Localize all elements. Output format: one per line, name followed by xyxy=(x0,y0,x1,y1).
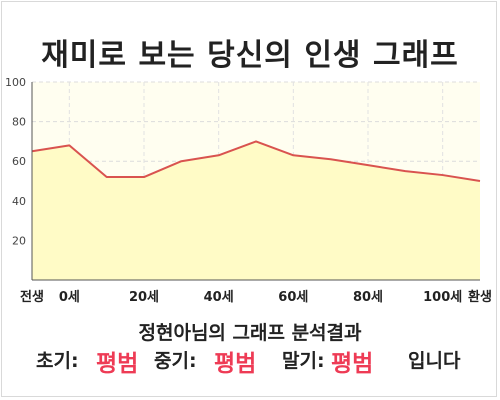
page-title: 재미로 보는 당신의 인생 그래프 xyxy=(41,38,459,73)
x-tick-label: 100세 xyxy=(423,290,462,305)
x-tick-label: 80세 xyxy=(353,290,383,305)
x-tick-label: 0세 xyxy=(59,290,80,305)
x-tick-label: 20세 xyxy=(129,290,159,305)
analysis-result: 초기: 평범 중기: 평범 말기: 평범 입니다 xyxy=(0,346,500,380)
x-tick-label: 60세 xyxy=(278,290,308,305)
x-tick-label: 40세 xyxy=(204,290,234,305)
series-line xyxy=(31,140,481,182)
analysis-subtitle: 정현아님의 그래프 분석결과 xyxy=(138,322,362,344)
y-tick-label: 80 xyxy=(12,116,26,129)
y-tick-label: 40 xyxy=(12,195,26,208)
early-value: 평범 xyxy=(96,351,139,377)
y-tick-label: 60 xyxy=(12,155,26,168)
x-tick-label: 환생 xyxy=(468,289,492,305)
mid-label: 중기: xyxy=(154,350,197,372)
mid-value: 평범 xyxy=(214,351,257,377)
late-label: 말기: xyxy=(282,350,325,372)
ending-text: 입니다 xyxy=(408,350,461,372)
life-graph-chart: 20 40 60 80 100 전생 0세 20세 40세 60세 80세 100세 환생 xyxy=(5,76,492,305)
series-area xyxy=(32,141,480,280)
y-tick-label: 100 xyxy=(5,76,26,89)
early-label: 초기: xyxy=(36,350,79,372)
late-value: 평범 xyxy=(331,351,374,377)
x-tick-label: 전생 xyxy=(20,289,44,305)
y-tick-label: 20 xyxy=(12,234,26,247)
